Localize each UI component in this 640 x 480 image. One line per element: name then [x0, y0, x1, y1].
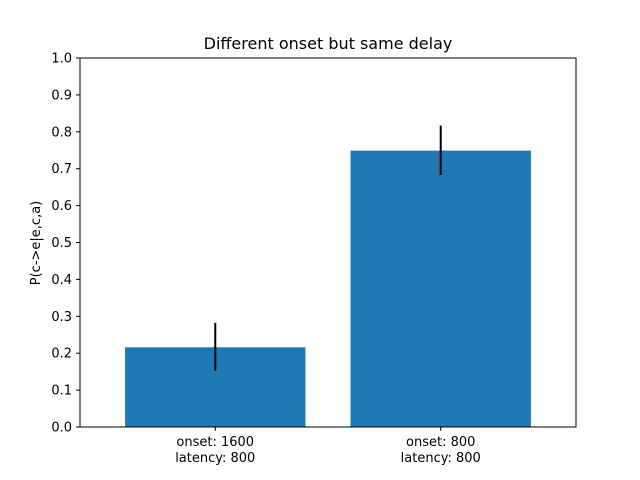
y-tick-label: 0.6	[51, 199, 72, 214]
bar	[350, 150, 531, 427]
x-tick-label: onset: 1600	[176, 435, 254, 450]
y-tick-label: 0.5	[51, 236, 72, 251]
x-tick-label: latency: 800	[175, 451, 255, 466]
y-tick-label: 0.1	[51, 384, 72, 399]
y-tick-label: 0.2	[51, 347, 72, 362]
y-tick-label: 0.3	[51, 310, 72, 325]
y-tick-label: 1.0	[51, 52, 72, 67]
y-tick-label: 0.8	[51, 125, 72, 140]
y-axis-label: P(c->e|e,c,a)	[29, 201, 44, 285]
plot-area: 0.0 0.1 0.2 0.3 0.4 0.5 0.6 0.7 0.8 0.9 1.0 onset: …	[51, 52, 531, 466]
y-tick-label: 0.9	[51, 88, 72, 103]
x-tick-label: latency: 800	[401, 451, 481, 466]
y-tick-label: 0.7	[51, 162, 72, 177]
y-tick-label: 0.4	[51, 273, 72, 288]
y-tick-label: 0.0	[51, 421, 72, 436]
x-tick-label: onset: 800	[406, 435, 475, 450]
chart-title: Different onset but same delay	[204, 34, 453, 53]
plot-frame	[79, 57, 577, 428]
